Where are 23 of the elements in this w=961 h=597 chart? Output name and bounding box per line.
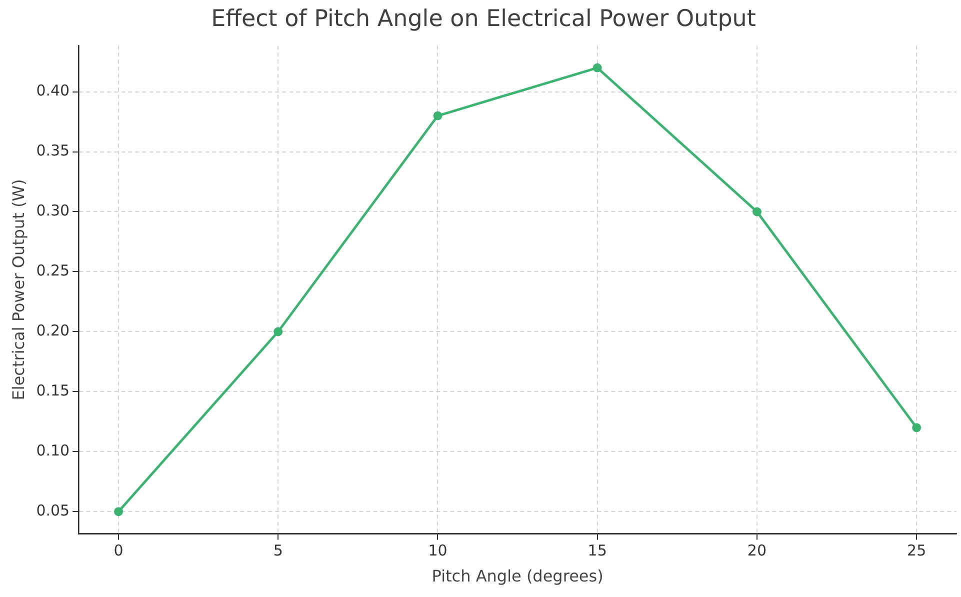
x-tick-label: 5 [273,542,283,560]
point [912,423,922,432]
y-tick-label: 0.15 [36,382,70,400]
x-tick-label: 10 [428,542,448,560]
y-tick-label: 0.05 [36,502,70,520]
y-tick-label: 0.40 [36,82,70,100]
chart-title: Effect of Pitch Angle on Electrical Power Output [211,6,756,32]
y-tick-label: 0.30 [36,202,70,220]
point [752,207,762,216]
x-tick-label: 0 [114,542,124,560]
y-tick-label: 0.25 [36,262,70,280]
y-axis-title: Electrical Power Output (W) [8,179,28,400]
point [433,111,442,120]
x-tick-label: 25 [907,542,926,560]
point [114,507,124,516]
x-tick-label: 15 [588,542,607,560]
point [274,327,283,336]
x-tick-label: 20 [747,542,767,560]
point [592,63,602,72]
y-tick-label: 0.10 [36,442,70,460]
y-tick-label: 0.35 [36,142,70,160]
y-tick-label: 0.20 [36,322,70,340]
x-axis-title: Pitch Angle (degrees) [432,566,604,586]
